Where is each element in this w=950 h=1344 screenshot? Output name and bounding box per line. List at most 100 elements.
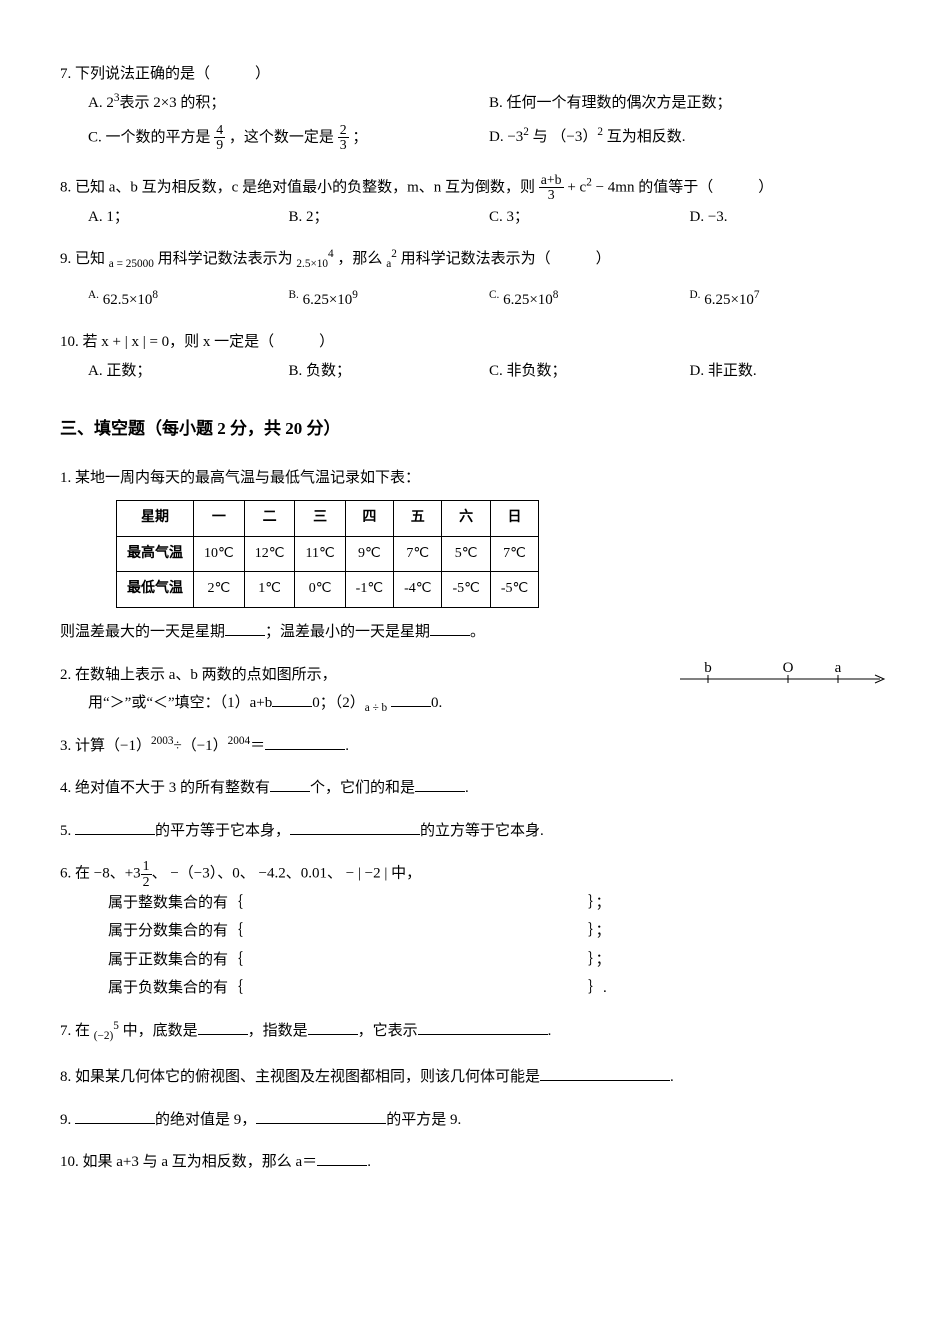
text: A. 2	[88, 95, 114, 111]
opt-label: C.	[489, 289, 499, 301]
text: 9.	[60, 1112, 75, 1128]
fill-8: 8. 如果某几何体它的俯视图、主视图及左视图都相同，则该几何体可能是.	[60, 1063, 890, 1092]
blank	[290, 819, 420, 835]
set-positives: 属于正数集合的有｛｝；	[108, 946, 890, 975]
denominator: 3	[338, 138, 349, 152]
fraction: 12	[141, 859, 152, 889]
superscript: 2003	[151, 735, 174, 747]
question-9: 9. 已知 a = 25000 用科学记数法表示为 2.5×104 ，那么 a2…	[60, 245, 890, 314]
text: 的绝对值是 9，	[155, 1112, 256, 1128]
blank	[317, 1150, 367, 1166]
denominator: 3	[539, 188, 564, 202]
q10-opt-c: C. 非负数；	[489, 357, 690, 386]
header-cell: 四	[345, 501, 393, 537]
set-space	[268, 946, 588, 975]
text: ，指数是	[248, 1023, 308, 1039]
nl-label-b: b	[704, 661, 712, 676]
header-cell: 日	[490, 501, 538, 537]
fill-4: 4. 绝对值不大于 3 的所有整数有个，它们的和是.	[60, 774, 890, 803]
set-space	[268, 917, 588, 946]
cell: 0℃	[295, 572, 345, 608]
table-row-header: 星期 一 二 三 四 五 六 日	[117, 501, 539, 537]
set-integers: 属于整数集合的有｛ ｝；	[108, 889, 890, 918]
cell: 7℃	[490, 536, 538, 572]
text: ，它表示	[358, 1023, 418, 1039]
text: 7. 在	[60, 1023, 94, 1039]
fill-10: 10. 如果 a+3 与 a 互为相反数，那么 a＝.	[60, 1148, 890, 1177]
q7-stem: 7. 下列说法正确的是（ ）	[60, 60, 890, 89]
math-expr: a ÷ b	[365, 702, 387, 714]
text: 62.5×10	[103, 292, 153, 308]
text: ；	[352, 129, 367, 145]
blank	[308, 1019, 358, 1035]
header-cell: 三	[295, 501, 345, 537]
numerator: 2	[338, 123, 349, 138]
text: .	[367, 1154, 371, 1170]
text: 0.	[431, 695, 442, 711]
opt-label: A.	[88, 289, 99, 301]
cell: 9℃	[345, 536, 393, 572]
text: 6. 在 −8、+3	[60, 865, 141, 881]
q10-options: A. 正数； B. 负数； C. 非负数； D. 非正数.	[88, 357, 890, 386]
text: 用科学记数法表示为	[158, 251, 297, 267]
fill-2: 2. 在数轴上表示 a、b 两数的点如图所示， 用“＞”或“＜”填空：（1）a+…	[60, 661, 890, 718]
numerator: 4	[214, 123, 225, 138]
text: 8. 如果某几何体它的俯视图、主视图及左视图都相同，则该几何体可能是	[60, 1069, 540, 1085]
fill-7: 7. 在 (−2)5 中，底数是，指数是，它表示.	[60, 1017, 890, 1046]
denominator: 9	[214, 138, 225, 152]
q10-stem: 10. 若 x + | x | = 0，则 x 一定是（ ）	[60, 328, 890, 357]
text: 用科学记数法表示为（ ）	[401, 251, 611, 267]
q10-opt-b: B. 负数；	[289, 357, 490, 386]
numerator: a+b	[539, 173, 564, 188]
q7-opt-b: B. 任何一个有理数的偶次方是正数；	[489, 89, 890, 118]
f1-stem: 1. 某地一周内每天的最高气温与最低气温记录如下表：	[60, 464, 890, 493]
text: ；温差最小的一天是星期	[265, 624, 430, 640]
text: 、 −（−3）、0、 −4.2、0.01、 − | −2 | 中，	[152, 865, 422, 881]
q8-opt-c: C. 3；	[489, 203, 690, 232]
brace-close: ｝；	[588, 917, 611, 946]
superscript: 7	[754, 289, 760, 301]
superscript: 2004	[228, 735, 251, 747]
f2-l2: 用“＞”或“＜”填空：（1）a+b0；（2）a ÷ b 0.	[88, 689, 650, 718]
cell: -4℃	[394, 572, 442, 608]
text: 4. 绝对值不大于 3 的所有整数有	[60, 780, 270, 796]
text: ，这个数一定是	[229, 129, 334, 145]
cell: 10℃	[194, 536, 245, 572]
text: 6.25×10	[303, 292, 353, 308]
header-cell: 六	[442, 501, 490, 537]
text: D. −3	[489, 129, 523, 145]
text: 。	[470, 624, 485, 640]
set-label: 属于分数集合的有｛	[108, 917, 268, 946]
superscript: 8	[553, 289, 559, 301]
text: 则温差最大的一天是星期	[60, 624, 225, 640]
text: − 4mn 的值等于（ ）	[592, 179, 773, 195]
text: 中，底数是	[119, 1023, 198, 1039]
text: 3. 计算（−1）	[60, 738, 151, 754]
brace-close: ｝；	[588, 889, 611, 918]
blank	[272, 691, 312, 707]
q8-opt-d: D. −3.	[690, 203, 891, 232]
f2-l1: 2. 在数轴上表示 a、b 两数的点如图所示，	[60, 661, 650, 690]
text: 8. 已知 a、b 互为相反数，c 是绝对值最小的负整数，m、n 互为倒数，则	[60, 179, 539, 195]
question-8: 8. 已知 a、b 互为相反数，c 是绝对值最小的负整数，m、n 互为倒数，则 …	[60, 173, 890, 231]
fill-6: 6. 在 −8、+312、 −（−3）、0、 −4.2、0.01、 − | −2…	[60, 859, 890, 1003]
cell: -1℃	[345, 572, 393, 608]
text: ＝	[250, 738, 265, 754]
number-line-svg: b O a	[680, 661, 890, 691]
blank	[540, 1065, 670, 1081]
q9-opt-b: B. 6.25×109	[289, 286, 490, 315]
text: 0；（2）	[312, 695, 365, 711]
fraction: a+b3	[539, 173, 564, 203]
text: 10. 如果 a+3 与 a 互为相反数，那么 a＝	[60, 1154, 317, 1170]
question-7: 7. 下列说法正确的是（ ） A. 23表示 2×3 的积； B. 任何一个有理…	[60, 60, 890, 159]
number-line-figure: b O a	[680, 661, 890, 691]
text: ÷（−1）	[173, 738, 227, 754]
q8-stem: 8. 已知 a、b 互为相反数，c 是绝对值最小的负整数，m、n 互为倒数，则 …	[60, 173, 890, 203]
text: (−2)	[94, 1030, 113, 1042]
row-label: 最高气温	[117, 536, 194, 572]
table-row-high: 最高气温 10℃ 12℃ 11℃ 9℃ 7℃ 5℃ 7℃	[117, 536, 539, 572]
f6-stem: 6. 在 −8、+312、 −（−3）、0、 −4.2、0.01、 − | −2…	[60, 859, 890, 889]
set-label: 属于整数集合的有｛	[108, 889, 268, 918]
fraction: 49	[214, 123, 225, 153]
brace-close: ｝；	[588, 946, 611, 975]
